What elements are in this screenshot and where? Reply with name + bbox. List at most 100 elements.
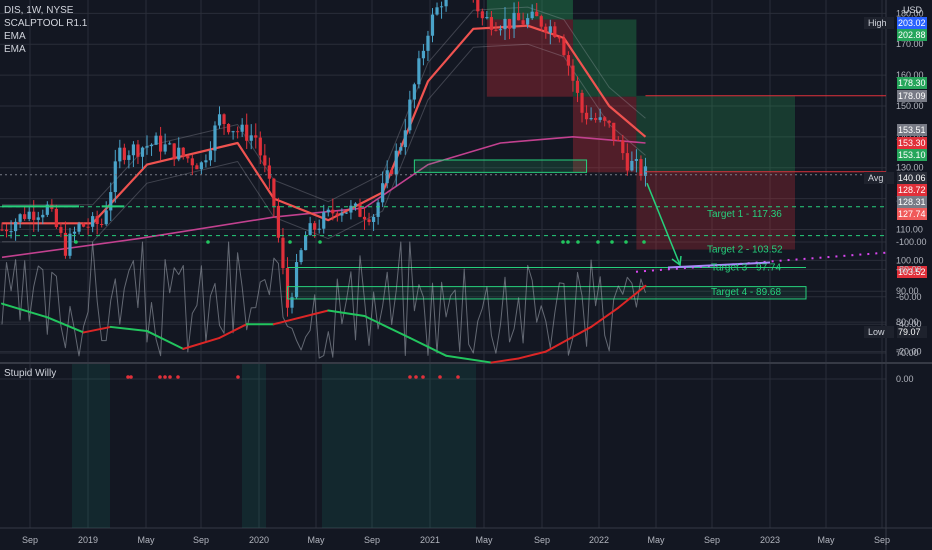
candle-body xyxy=(177,147,181,160)
candle-body xyxy=(412,84,416,100)
oscillator-signal-line xyxy=(363,314,411,339)
price-label-value: 128.72 xyxy=(898,185,926,195)
oscillator-signal-line xyxy=(490,357,520,364)
oscillator-top-marker xyxy=(438,375,442,379)
candle-body xyxy=(489,17,493,30)
candle-body xyxy=(91,216,95,227)
price-tick-label: 150.00 xyxy=(896,101,924,111)
candle-body xyxy=(539,16,543,27)
candle-body xyxy=(313,223,317,230)
oscillator-tick-label: -60.00 xyxy=(896,292,922,302)
price-tick-label: 140.00 xyxy=(896,132,924,142)
oscillator-top-marker xyxy=(456,375,460,379)
candle-body xyxy=(562,38,566,56)
symbol-title[interactable]: DIS, 1W, NYSE xyxy=(4,5,74,16)
candle-body xyxy=(145,146,149,148)
candle-body xyxy=(439,6,444,8)
candle-body xyxy=(598,117,602,120)
time-tick-label: 2019 xyxy=(78,535,98,545)
candle-body xyxy=(195,165,199,170)
price-label-tag: High xyxy=(868,18,887,28)
price-tick-label: 100.00 xyxy=(896,255,924,265)
oscillator-bottom-marker xyxy=(610,240,614,244)
candle-body xyxy=(213,125,217,151)
candle-body xyxy=(444,0,448,7)
candle-body xyxy=(317,228,321,230)
price-label-tag-box xyxy=(864,326,894,338)
oscillator-bottom-marker xyxy=(74,240,78,244)
price-label-box xyxy=(897,137,927,149)
candle-body xyxy=(95,216,99,224)
candle-body xyxy=(498,29,503,31)
oscillator-signal-line xyxy=(272,309,330,326)
candle-body xyxy=(272,178,276,206)
oscillator-signal-line xyxy=(517,350,547,360)
projection-arrow xyxy=(646,182,681,266)
time-tick-label: Sep xyxy=(704,535,720,545)
candle-body xyxy=(77,223,81,232)
price-label-value: 178.09 xyxy=(898,91,926,101)
time-tick-label: May xyxy=(137,535,155,545)
price-label-tag: Low xyxy=(868,327,885,337)
candle-body xyxy=(430,14,435,36)
candle-body xyxy=(544,26,548,33)
candle-body xyxy=(480,11,484,19)
candle-body xyxy=(217,114,222,126)
price-tick-label: 90.00 xyxy=(896,286,919,296)
oscillator-bottom-marker xyxy=(566,240,570,244)
candle-body xyxy=(331,209,335,214)
price-label-value: 153.10 xyxy=(898,150,926,160)
candle-body xyxy=(594,118,598,120)
candle-body xyxy=(353,203,358,206)
candle-body xyxy=(240,124,244,132)
candle-body xyxy=(36,217,40,220)
time-tick-label: Sep xyxy=(193,535,209,545)
candle-body xyxy=(385,170,389,184)
candle-body xyxy=(399,147,403,151)
candle-body xyxy=(290,297,294,308)
candle-body xyxy=(4,229,9,232)
indicator-ema-label[interactable]: EMA xyxy=(4,44,26,55)
candle-body xyxy=(222,114,226,125)
candle-body xyxy=(421,50,426,59)
oscillator-title[interactable]: Stupid Willy xyxy=(4,368,57,379)
oscillator-top-marker xyxy=(236,375,240,379)
price-label-box xyxy=(897,149,927,161)
candle-body xyxy=(335,213,339,216)
price-tick-label: 70.00 xyxy=(896,348,919,358)
oscillator-signal-line xyxy=(617,284,647,309)
candle-body xyxy=(263,155,267,166)
oscillator-top-marker xyxy=(176,375,180,379)
candle-body xyxy=(394,150,398,175)
candle-body xyxy=(249,135,253,141)
price-label-value: 79.07 xyxy=(898,327,921,337)
candle-body xyxy=(349,205,353,213)
candle-body xyxy=(32,211,36,220)
oscillator-signal-line xyxy=(327,309,366,317)
candle-body xyxy=(258,137,262,156)
trade-zone xyxy=(636,172,796,250)
candle-body xyxy=(9,231,13,233)
time-tick-label: 2023 xyxy=(760,535,780,545)
time-tick-label: May xyxy=(475,535,493,545)
candle-body xyxy=(136,144,140,157)
indicator-ema-label[interactable]: EMA xyxy=(4,31,26,42)
oscillator-bottom-marker xyxy=(561,240,565,244)
price-label-box xyxy=(897,184,927,196)
indicator-scalptool-label[interactable]: SCALPTOOL R1.1 xyxy=(4,18,88,29)
price-label-value: 103.52 xyxy=(898,267,926,277)
candle-body xyxy=(494,29,498,31)
price-label-value: 203.02 xyxy=(898,18,926,28)
candle-body xyxy=(104,210,108,225)
candle-body xyxy=(276,205,281,238)
oscillator-zone xyxy=(242,364,266,528)
candle-body xyxy=(476,0,480,12)
oscillator-top-marker xyxy=(408,375,412,379)
oscillator-signal-line xyxy=(109,325,149,333)
candle-body xyxy=(607,120,611,123)
candle-body xyxy=(530,11,534,19)
candle-body xyxy=(603,117,607,121)
candle-body xyxy=(122,147,126,160)
candle-body xyxy=(435,7,439,15)
